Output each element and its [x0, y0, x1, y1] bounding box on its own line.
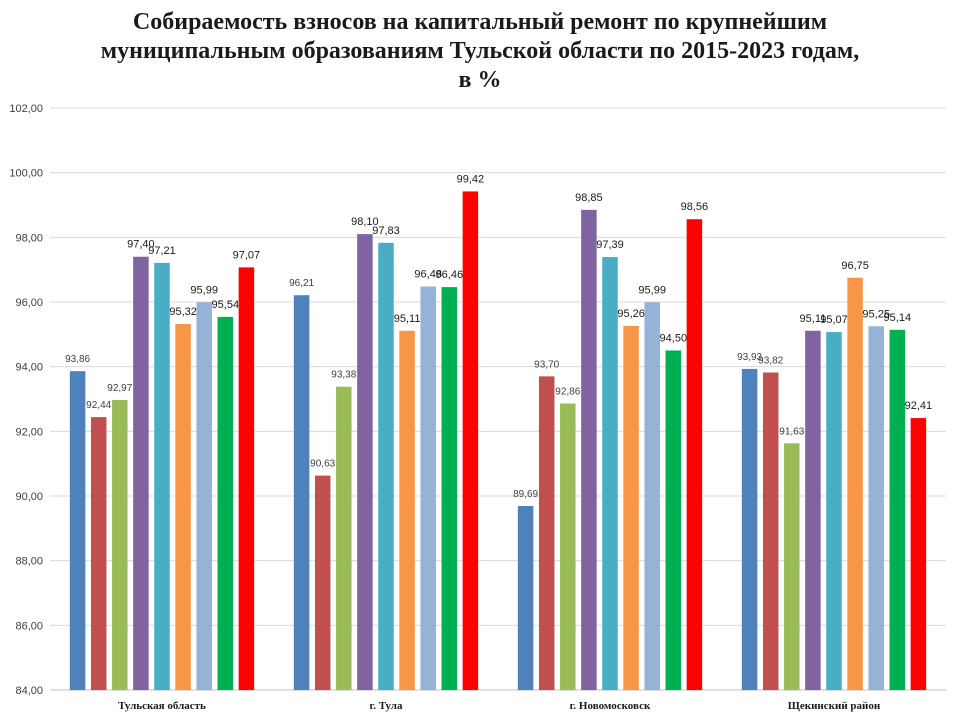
- y-tick-label: 102,00: [9, 103, 43, 115]
- data-label: 92,86: [555, 387, 580, 398]
- bar: [762, 372, 779, 690]
- bar: [293, 295, 310, 690]
- bar: [741, 368, 758, 690]
- data-label: 97,83: [372, 225, 400, 237]
- x-category-label: Тульская область: [118, 700, 206, 712]
- bar: [784, 443, 800, 690]
- y-tick-label: 96,00: [15, 297, 43, 309]
- data-label: 97,21: [148, 245, 176, 257]
- data-label: 93,70: [534, 359, 559, 370]
- data-label: 95,32: [169, 306, 197, 318]
- chart-title-line-2: муниципальным образованиям Тульской обла…: [100, 38, 860, 64]
- chart-title: Собираемость взносов на капитальный ремо…: [40, 8, 920, 95]
- bar: [665, 350, 682, 690]
- bar: [175, 323, 191, 690]
- bar: [623, 325, 639, 690]
- bar: [420, 286, 436, 690]
- bar: [314, 475, 331, 690]
- bar: [399, 330, 415, 690]
- data-label: 93,38: [331, 370, 356, 381]
- bar: [69, 371, 86, 690]
- bar: [686, 219, 703, 690]
- data-label: 92,41: [905, 400, 933, 412]
- bar: [644, 302, 660, 690]
- data-label: 98,56: [681, 201, 709, 213]
- data-label: 95,07: [820, 314, 848, 326]
- bar: [889, 329, 906, 690]
- bar: [90, 417, 107, 690]
- bar: [462, 191, 479, 691]
- data-label: 99,42: [457, 173, 485, 185]
- y-tick-label: 94,00: [15, 362, 43, 374]
- data-label: 97,40: [127, 239, 155, 251]
- bar: [517, 506, 534, 690]
- y-tick-label: 88,00: [15, 556, 43, 568]
- data-label: 97,39: [596, 239, 624, 251]
- data-label: 98,85: [575, 192, 603, 204]
- data-label: 95,26: [617, 308, 645, 320]
- bar: [357, 234, 373, 690]
- data-label: 91,63: [779, 426, 804, 437]
- data-label: 96,46: [436, 269, 464, 281]
- data-label: 95,54: [212, 299, 240, 311]
- bar: [910, 418, 927, 690]
- data-label: 96,48: [414, 268, 442, 280]
- data-label: 93,82: [758, 355, 783, 366]
- data-label: 98,10: [351, 216, 379, 228]
- chart-title-line-1: Собираемость взносов на капитальный ремо…: [132, 9, 828, 35]
- bar: [378, 242, 394, 690]
- bar: [581, 209, 597, 690]
- data-label: 93,93: [737, 352, 762, 363]
- bar: [238, 267, 255, 690]
- data-label: 92,97: [107, 383, 132, 394]
- y-tick-label: 86,00: [15, 620, 43, 632]
- bar: [217, 316, 234, 690]
- bar: [336, 386, 352, 690]
- y-tick-label: 90,00: [15, 491, 43, 503]
- bar: [602, 257, 618, 690]
- y-tick-label: 100,00: [9, 168, 43, 180]
- bar: [868, 326, 884, 690]
- bar: [112, 399, 128, 690]
- bar: [196, 302, 212, 690]
- x-category-label: г. Тула: [370, 700, 403, 712]
- bar: [154, 262, 170, 690]
- x-category-label: Щекинский район: [788, 700, 881, 712]
- data-label: 89,69: [513, 489, 538, 500]
- chart-title-line-3: в %: [458, 67, 502, 93]
- data-label: 97,07: [233, 249, 261, 261]
- data-label: 95,25: [862, 308, 890, 320]
- data-label: 94,50: [660, 333, 688, 345]
- data-label: 95,99: [190, 284, 218, 296]
- data-label: 93,86: [65, 354, 90, 365]
- x-category-label: г. Новомосковск: [570, 700, 651, 712]
- bar: [805, 330, 821, 690]
- bar: [133, 256, 149, 690]
- bar: [441, 287, 458, 690]
- data-label: 95,14: [884, 312, 912, 324]
- data-label: 96,75: [841, 260, 869, 272]
- bar: [826, 332, 842, 690]
- y-tick-label: 98,00: [15, 232, 43, 244]
- y-tick-label: 92,00: [15, 426, 43, 438]
- data-label: 90,63: [310, 459, 335, 470]
- y-tick-label: 84,00: [15, 685, 43, 697]
- bar: [560, 403, 576, 690]
- bar: [847, 277, 863, 690]
- data-label: 95,99: [638, 284, 666, 296]
- data-label: 96,21: [289, 278, 314, 289]
- bar: [538, 376, 555, 690]
- data-label: 95,11: [394, 313, 421, 325]
- data-label: 92,44: [86, 400, 111, 411]
- data-label: 95,11: [800, 313, 827, 325]
